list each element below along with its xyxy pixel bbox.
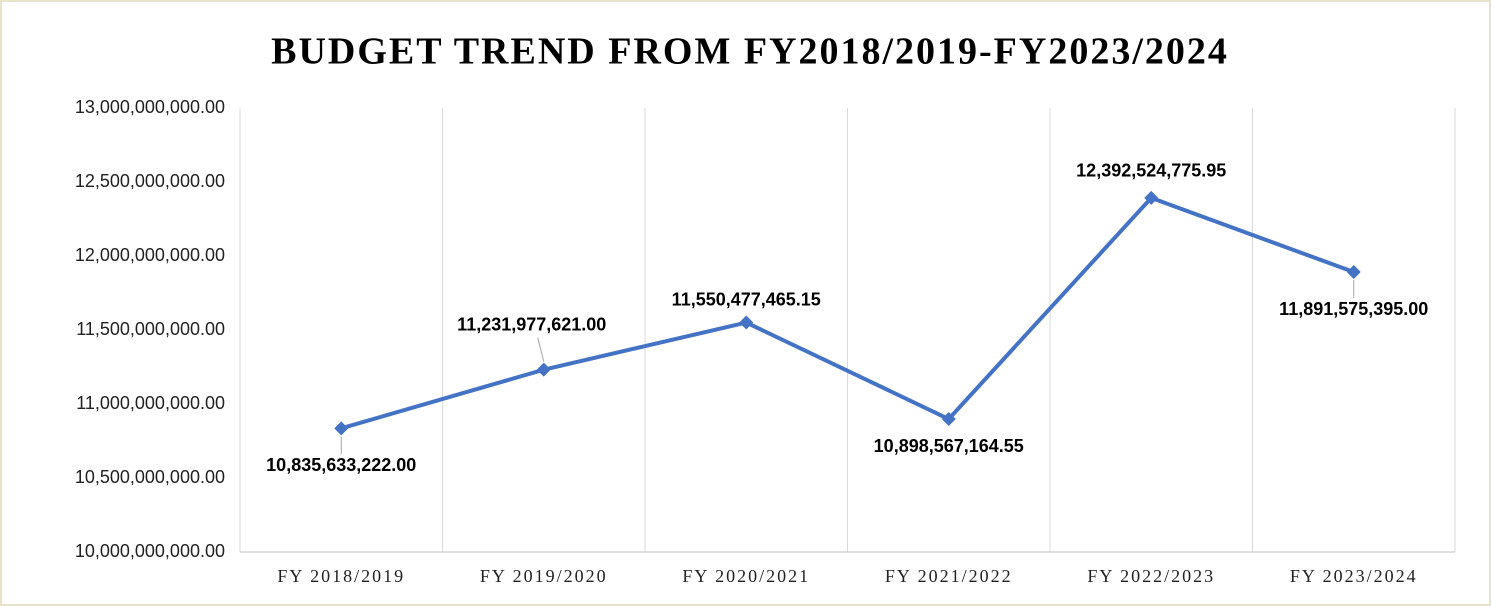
chart-title: BUDGET TREND FROM FY2018/2019-FY2023/202… xyxy=(271,31,1229,73)
data-label: 10,898,567,164.55 xyxy=(874,436,1024,456)
data-label: 12,392,524,775.95 xyxy=(1076,161,1226,181)
x-tick-label: FY 2023/2024 xyxy=(1290,566,1418,586)
marker xyxy=(536,362,551,377)
y-tick-label: 10,000,000,000.00 xyxy=(75,541,225,561)
data-label: 10,835,633,222.00 xyxy=(266,455,416,475)
data-label: 11,550,477,465.15 xyxy=(672,289,821,309)
y-tick-label: 12,500,000,000.00 xyxy=(75,171,225,191)
line xyxy=(340,195,1355,431)
y-tick-label: 11,000,000,000.00 xyxy=(76,393,225,413)
y-tick-label: 10,500,000,000.00 xyxy=(75,467,225,487)
data-label: 11,231,977,621.00 xyxy=(457,314,606,334)
y-tick-label: 13,000,000,000.00 xyxy=(75,97,225,117)
x-tick-label: FY 2020/2021 xyxy=(682,566,810,586)
marker xyxy=(739,315,754,330)
data-label: 11,891,575,395.00 xyxy=(1279,299,1428,319)
leader-line xyxy=(537,337,545,362)
x-tick-label: FY 2018/2019 xyxy=(277,566,405,586)
x-tick-label: FY 2019/2020 xyxy=(480,566,608,586)
marker xyxy=(1346,265,1361,280)
marker xyxy=(1144,190,1159,205)
y-tick-label: 12,000,000,000.00 xyxy=(75,245,225,265)
x-tick-label: FY 2022/2023 xyxy=(1087,566,1215,586)
x-tick-label: FY 2021/2022 xyxy=(885,566,1013,586)
marker xyxy=(334,421,349,436)
y-tick-label: 11,500,000,000.00 xyxy=(76,319,225,339)
marker xyxy=(941,412,956,427)
